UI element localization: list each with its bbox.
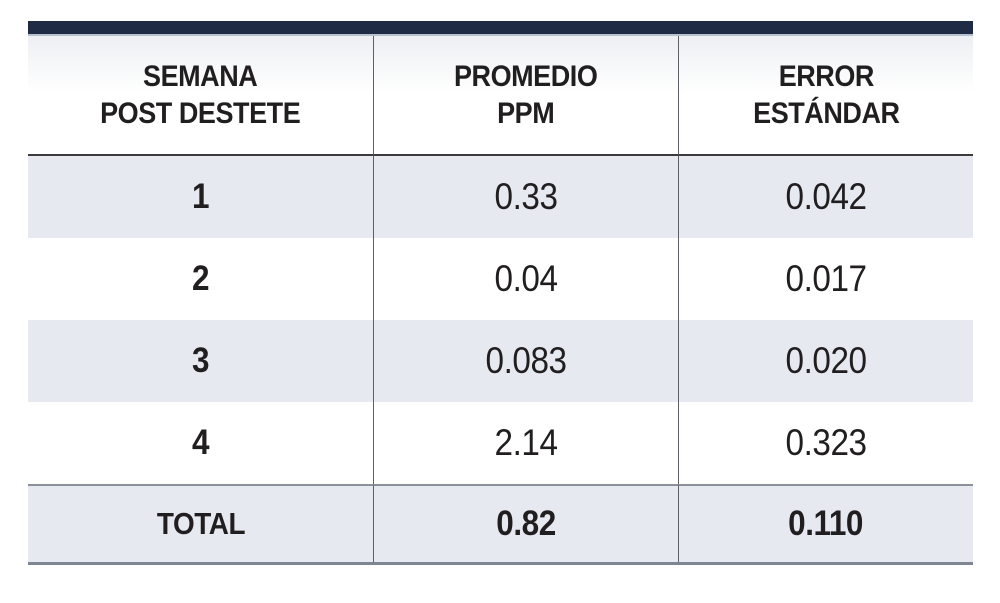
error-value: 0.020 bbox=[785, 340, 867, 381]
column-header-text: ERROR ESTÁNDAR bbox=[752, 60, 900, 130]
table-row-3-semana: 3 bbox=[28, 320, 373, 402]
total-row-label-cell: TOTAL bbox=[28, 484, 373, 562]
promedio-value: 0.04 bbox=[494, 258, 558, 299]
table-row-1-promedio: 0.33 bbox=[373, 156, 678, 238]
table-row-4-error: 0.323 bbox=[678, 402, 973, 484]
table-row-3-promedio: 0.083 bbox=[373, 320, 678, 402]
error-value: 0.017 bbox=[785, 258, 867, 299]
table-row-3-error: 0.020 bbox=[678, 320, 973, 402]
total-label: TOTAL bbox=[156, 506, 245, 541]
top-accent-bar bbox=[28, 21, 973, 36]
error-value: 0.323 bbox=[785, 422, 867, 463]
week-number: 1 bbox=[191, 177, 210, 216]
total-error-value: 0.110 bbox=[788, 504, 864, 543]
column-header-semana-post-destete: SEMANA POST DESTETE bbox=[28, 36, 373, 156]
week-number: 3 bbox=[191, 341, 210, 380]
column-header-promedio-ppm: PROMEDIO PPM bbox=[373, 36, 678, 156]
promedio-value: 0.33 bbox=[494, 176, 558, 217]
table-row-4-semana: 4 bbox=[28, 402, 373, 484]
promedio-value: 2.14 bbox=[494, 422, 558, 463]
table-row-2-promedio: 0.04 bbox=[373, 238, 678, 320]
week-number: 2 bbox=[191, 259, 210, 298]
ppm-table: SEMANA POST DESTETE PROMEDIO PPM ERROR E… bbox=[28, 21, 973, 565]
data-table: SEMANA POST DESTETE PROMEDIO PPM ERROR E… bbox=[28, 36, 973, 565]
table-row-1-semana: 1 bbox=[28, 156, 373, 238]
total-promedio-value: 0.82 bbox=[496, 504, 556, 543]
table-row-2-error: 0.017 bbox=[678, 238, 973, 320]
total-row-error: 0.110 bbox=[678, 484, 973, 562]
table-row-1-error: 0.042 bbox=[678, 156, 973, 238]
promedio-value: 0.083 bbox=[485, 340, 567, 381]
column-header-error-estandar: ERROR ESTÁNDAR bbox=[678, 36, 973, 156]
total-row-promedio: 0.82 bbox=[373, 484, 678, 562]
column-header-text: PROMEDIO PPM bbox=[454, 60, 598, 130]
table-row-2-semana: 2 bbox=[28, 238, 373, 320]
table-row-4-promedio: 2.14 bbox=[373, 402, 678, 484]
error-value: 0.042 bbox=[785, 176, 867, 217]
week-number: 4 bbox=[191, 423, 210, 462]
column-header-text: SEMANA POST DESTETE bbox=[100, 60, 301, 130]
